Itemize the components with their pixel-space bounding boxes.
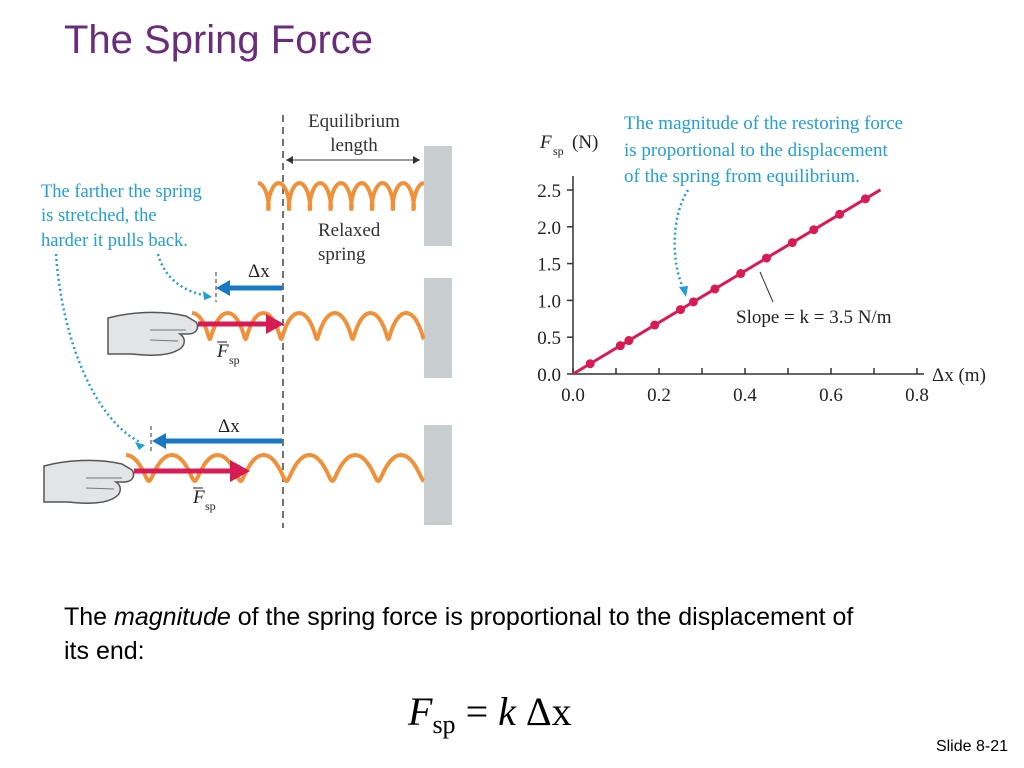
equilibrium-label: Equilibrium	[308, 111, 400, 132]
y-axis-label: F	[539, 132, 552, 153]
y-tick-label: 2.5	[537, 181, 561, 202]
x-axis-label: Δx (m)	[932, 365, 986, 386]
delta-x-label-middle: Δx	[248, 261, 270, 282]
data-point	[624, 336, 634, 346]
y-tick-label: 0.0	[537, 365, 561, 386]
data-point	[860, 194, 870, 204]
data-point	[650, 320, 660, 330]
data-point	[787, 238, 797, 248]
farther-note-line-1: The farther the spring	[41, 182, 202, 202]
farther-note-line-2: is stretched, the	[41, 206, 157, 226]
pointer-to-bottom	[54, 253, 141, 444]
data-point	[615, 341, 625, 351]
magnitude-emphasis: magnitude	[114, 603, 231, 631]
wall-bottom	[424, 425, 452, 525]
stretched-spring-small	[191, 310, 426, 342]
pointer-to-middle	[156, 253, 209, 298]
data-point	[676, 305, 685, 315]
wall-middle	[424, 278, 452, 378]
graph-note-line-1: The magnitude of the restoring force	[624, 113, 903, 134]
data-point	[762, 253, 771, 263]
wall-top	[424, 146, 452, 246]
data-point	[688, 297, 698, 307]
data-point	[585, 359, 595, 369]
x-tick-label: 0.2	[647, 385, 671, 406]
data-line	[572, 188, 882, 376]
relaxed-spring	[257, 180, 425, 211]
hand-bottom	[43, 459, 135, 504]
data-point	[835, 209, 845, 219]
delta-x-label-bottom: Δx	[218, 416, 240, 437]
slide-number: Slide 8-21	[935, 738, 1008, 755]
y-tick-label: 1.0	[537, 291, 561, 312]
y-axis-label-sub: sp	[553, 144, 564, 158]
svg-text:sp: sp	[229, 353, 240, 367]
stretched-spring-large	[125, 452, 425, 484]
svg-text:sp: sp	[205, 499, 216, 513]
data-point	[710, 284, 720, 294]
slope-label: Slope = k = 3.5 N/m	[736, 307, 892, 328]
graph-note-line-3: of the spring from equilibrium.	[624, 166, 860, 187]
graph-note-pointer	[673, 189, 690, 291]
body-text: The magnitude of the spring force is pro…	[64, 603, 854, 665]
relaxed-label: Relaxed	[318, 220, 381, 241]
data-point	[736, 269, 746, 279]
force-displacement-graph: 0.00.51.01.52.02.5 0.0 0.2 0.4 0.6 0.8 F sp …	[537, 113, 986, 406]
y-tick-label: 0.5	[537, 328, 561, 349]
relaxed-label-2: spring	[318, 244, 366, 265]
hand-middle	[107, 311, 199, 356]
x-tick-label: 0.6	[819, 385, 843, 406]
slide-title: The Spring Force	[64, 18, 374, 62]
x-tick-label: 0.8	[905, 385, 929, 406]
data-point	[809, 225, 819, 235]
y-axis-label-unit: (N)	[572, 132, 598, 153]
y-tick-label: 1.5	[537, 255, 561, 276]
slope-pointer	[759, 271, 774, 303]
x-tick-label: 0.0	[561, 385, 585, 406]
fsp-label-middle: F	[216, 341, 229, 362]
y-tick-label: 2.0	[537, 218, 561, 239]
graph-note-line-2: is proportional to the displacement	[624, 140, 889, 161]
farther-note-line-3: harder it pulls back.	[41, 231, 188, 251]
fsp-label-bottom: F	[192, 487, 205, 508]
x-tick-label: 0.4	[733, 385, 757, 406]
spring-force-equation: Fsp = k Δx	[408, 689, 572, 739]
equilibrium-label-2: length	[330, 135, 378, 156]
